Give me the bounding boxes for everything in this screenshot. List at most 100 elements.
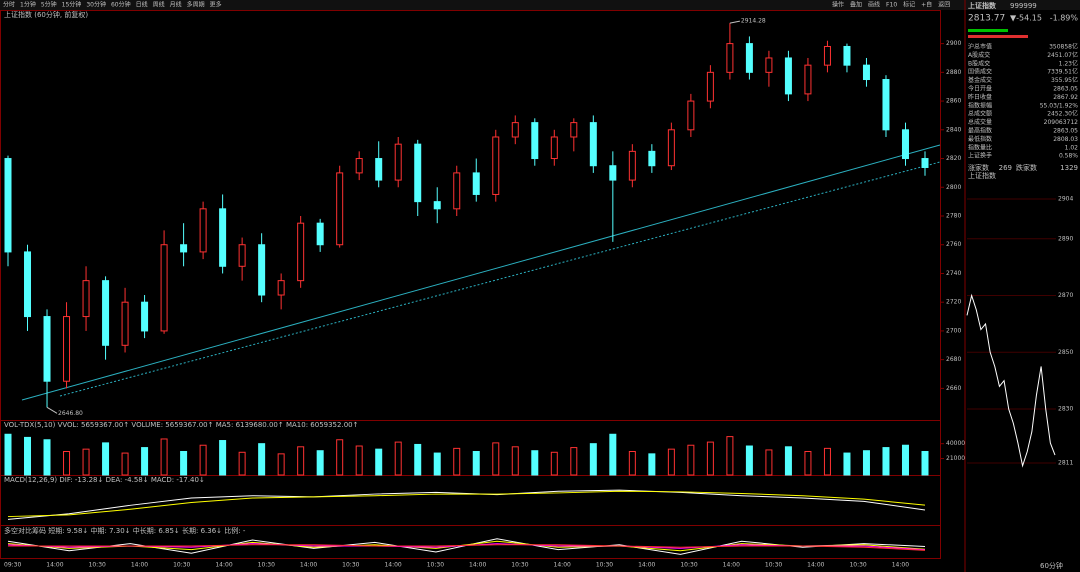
candle-body	[238, 244, 246, 267]
volume-bar	[648, 453, 656, 476]
y-tick-label: 2660	[946, 385, 961, 392]
toolbar-item[interactable]: 多周期	[187, 1, 205, 9]
y-tick-label: 2850	[1058, 349, 1073, 356]
ratio-line	[7, 540, 926, 552]
candle-body	[589, 122, 597, 167]
info-value: 2451.07亿	[1047, 51, 1078, 59]
volume-bar	[726, 436, 734, 476]
candle-body	[4, 158, 12, 253]
candle-body	[472, 172, 480, 195]
toolbar-item[interactable]: 周线	[153, 1, 165, 9]
stock-name: 上证指数	[968, 1, 997, 10]
x-tick-label: 09:30	[4, 562, 21, 569]
toolbar-item[interactable]: 操作	[832, 1, 844, 9]
toolbar-bg	[0, 0, 1080, 10]
mini-title: 上证指数	[968, 171, 996, 180]
candle-body	[336, 172, 344, 246]
info-value: 2808.03	[1053, 136, 1078, 143]
info-value: 209063712	[1044, 119, 1079, 126]
candle-body	[414, 143, 422, 203]
volume-bar	[550, 451, 558, 476]
period: 60分钟	[1040, 561, 1063, 570]
x-tick-label: 10:30	[680, 562, 697, 569]
info-value: 355.95亿	[1051, 76, 1078, 84]
volume-bar	[375, 448, 383, 476]
toolbar-item[interactable]: 5分钟	[41, 1, 57, 9]
volume-bar	[414, 443, 422, 476]
volume-bar	[628, 451, 636, 476]
candle-body	[628, 150, 636, 181]
x-tick-label: 10:30	[427, 562, 444, 569]
toolbar-item[interactable]: 返回	[938, 2, 950, 9]
y-tick-label: 2740	[946, 270, 961, 277]
info-value: 0.58%	[1059, 153, 1078, 160]
toolbar-item[interactable]: 画线	[868, 1, 880, 9]
volume-bar	[706, 441, 714, 476]
candle-body	[141, 301, 149, 332]
toolbar-item[interactable]: 60分钟	[111, 1, 131, 9]
info-label: 今日开盘	[968, 85, 992, 93]
toolbar-item[interactable]: 叠加	[850, 1, 862, 9]
candle-body	[706, 71, 714, 102]
candle-body	[453, 172, 461, 210]
toolbar-item[interactable]: +自	[921, 1, 932, 9]
ratio-title: 多空对比筹码 短期: 9.58↓ 中期: 7.30↓ 中长期: 6.85↓ 长期…	[4, 526, 246, 535]
toolbar-item[interactable]: 月线	[170, 1, 182, 9]
candle-body	[901, 129, 909, 160]
info-label: B股成交	[968, 59, 990, 67]
candle-body	[862, 64, 870, 81]
volume-bar	[4, 433, 12, 476]
volume-bar	[258, 443, 266, 476]
candle-body	[375, 158, 383, 181]
volume-bar	[472, 451, 480, 476]
volume-bar	[589, 443, 597, 476]
toolbar-item[interactable]: F10	[886, 2, 897, 9]
volume-bar	[784, 446, 792, 476]
volume-bar	[862, 450, 870, 476]
pct: -1.89%	[1050, 14, 1079, 23]
toolbar-item[interactable]: 更多	[210, 1, 222, 9]
toolbar-item[interactable]: 标记	[903, 1, 915, 9]
toolbar-item[interactable]: 15分钟	[62, 1, 82, 9]
info-label: 总成交量	[968, 118, 992, 126]
candle-body	[765, 57, 773, 73]
toolbar-item[interactable]: 1分钟	[20, 1, 36, 9]
info-label: 国债成交	[968, 68, 992, 76]
candle-body	[433, 201, 441, 210]
volume-bar	[199, 444, 207, 476]
volume-title: VOL-TDX(5,10) VVOL: 5659367.00↑ VOLUME: …	[4, 421, 358, 429]
info-label: 总成交额	[968, 110, 992, 118]
y-tick-label: 2780	[946, 213, 961, 220]
annotation: 2914.28	[741, 18, 766, 25]
info-label: 上证换手	[968, 152, 992, 160]
toolbar-item[interactable]: 30分钟	[86, 1, 106, 9]
x-tick-label: 14:00	[554, 562, 571, 569]
breadth: 跌家数	[1016, 163, 1037, 172]
info-value: 2863.05	[1053, 86, 1078, 93]
volume-bar	[355, 445, 363, 476]
volume-bar	[570, 447, 578, 476]
y-tick-label: 2830	[1058, 406, 1073, 413]
macd-title: MACD(12,26,9) DIF: -13.28↓ DEA: -4.58↓ M…	[4, 476, 205, 484]
info-label: 昨日收盘	[968, 93, 992, 101]
volume-bar	[843, 452, 851, 476]
volume-bar	[297, 446, 305, 476]
toolbar-item[interactable]: 日线	[136, 1, 148, 9]
x-tick-label: 14:00	[892, 562, 909, 569]
candle-body	[355, 158, 363, 174]
trend-line	[21, 144, 941, 401]
candle-body	[511, 122, 519, 138]
candle-body	[784, 57, 792, 95]
volume-bar	[102, 442, 110, 476]
y-tick-label: 21000	[946, 455, 965, 462]
info-value: 2452.30亿	[1047, 110, 1078, 118]
toolbar-item[interactable]: 分时	[3, 1, 15, 9]
y-tick-label: 2890	[1058, 235, 1073, 242]
x-tick-label: 14:00	[723, 562, 740, 569]
info-label: 沪总市值	[968, 43, 992, 51]
volume-bar	[219, 440, 227, 476]
candle-body	[921, 158, 929, 168]
info-label: 指数量比	[968, 143, 992, 151]
